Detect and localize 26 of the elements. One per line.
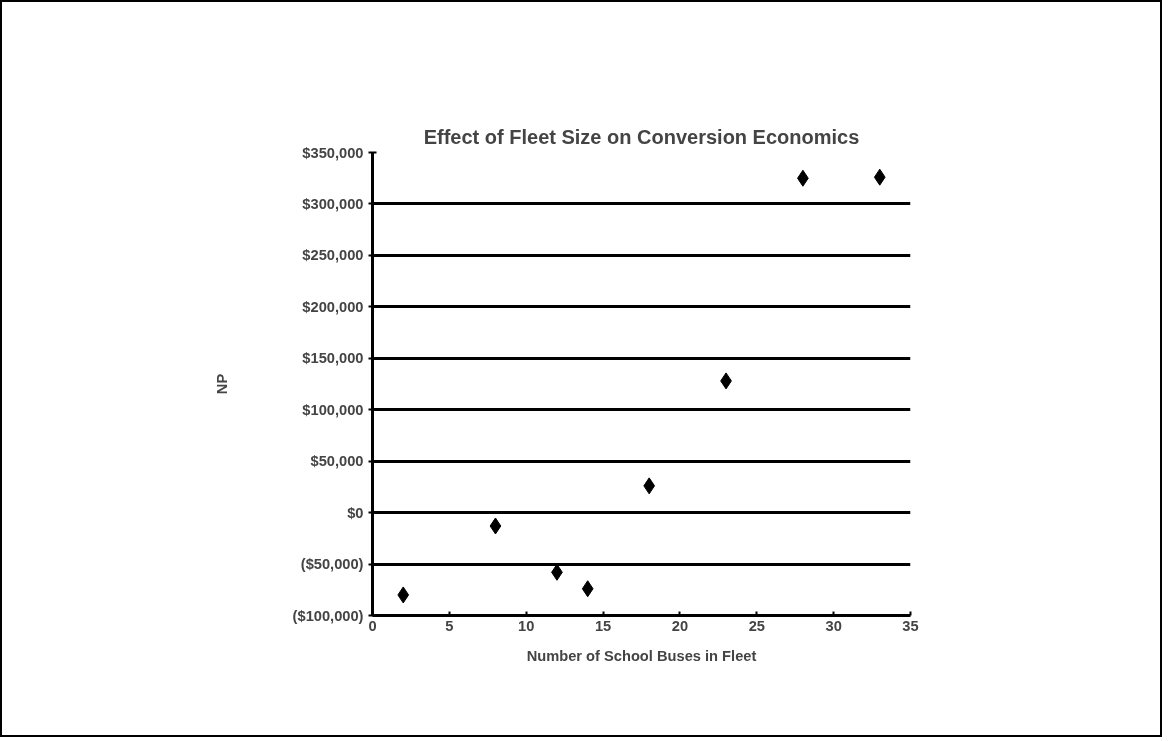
- y-tick-label: $50,000: [310, 453, 364, 470]
- point: [581, 580, 594, 598]
- x-tick-label: 25: [748, 617, 765, 634]
- y-tick-label: $150,000: [302, 350, 364, 367]
- x-tick-label: 5: [445, 617, 454, 634]
- x-tick-label: 35: [902, 617, 919, 634]
- point: [643, 477, 656, 495]
- point: [873, 168, 886, 186]
- x-tick-label: 20: [671, 617, 689, 634]
- y-tick-label: ($100,000): [292, 607, 364, 624]
- point: [489, 517, 502, 535]
- chart-title: Effect of Fleet Size on Conversion Economics: [423, 125, 860, 148]
- x-tick-label: 0: [368, 617, 377, 634]
- y-axis-title: NP: [213, 373, 230, 395]
- y-tick-label: $200,000: [302, 298, 364, 315]
- y-tick-label: $100,000: [302, 401, 364, 418]
- y-tick-label: $350,000: [302, 144, 364, 161]
- y-tick-label: $250,000: [302, 247, 364, 264]
- x-tick-label: 10: [518, 617, 535, 634]
- point: [397, 586, 410, 604]
- y-tick-label: $0: [347, 504, 364, 521]
- y-tick-label: ($50,000): [300, 556, 364, 573]
- y-tick-label: $300,000: [302, 195, 364, 212]
- x-tick-label: 15: [594, 617, 612, 634]
- x-tick-label: 30: [825, 617, 842, 634]
- x-axis-title: Number of School Buses in Fleet: [526, 647, 757, 664]
